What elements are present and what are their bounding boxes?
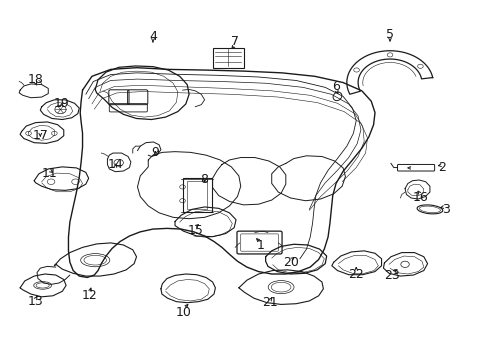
Text: 14: 14: [107, 158, 123, 171]
Text: 15: 15: [187, 224, 203, 237]
Text: 8: 8: [200, 174, 208, 186]
Text: 11: 11: [41, 167, 58, 180]
Text: 10: 10: [175, 306, 191, 319]
Text: 18: 18: [28, 73, 43, 86]
Text: 20: 20: [283, 256, 299, 269]
Text: 9: 9: [151, 146, 159, 159]
Text: 17: 17: [32, 129, 48, 141]
Text: 3: 3: [442, 203, 449, 216]
Text: 6: 6: [331, 80, 339, 93]
Text: 13: 13: [28, 295, 43, 308]
Text: 1: 1: [257, 239, 264, 252]
Text: 5: 5: [385, 28, 393, 41]
Text: 4: 4: [149, 30, 157, 43]
Text: 23: 23: [384, 269, 400, 282]
Text: 2: 2: [437, 161, 445, 174]
Text: 22: 22: [347, 267, 364, 280]
Text: 16: 16: [412, 191, 427, 204]
Text: 19: 19: [53, 98, 69, 111]
Text: 12: 12: [81, 289, 97, 302]
Text: 7: 7: [231, 35, 239, 48]
Text: 21: 21: [262, 296, 278, 309]
